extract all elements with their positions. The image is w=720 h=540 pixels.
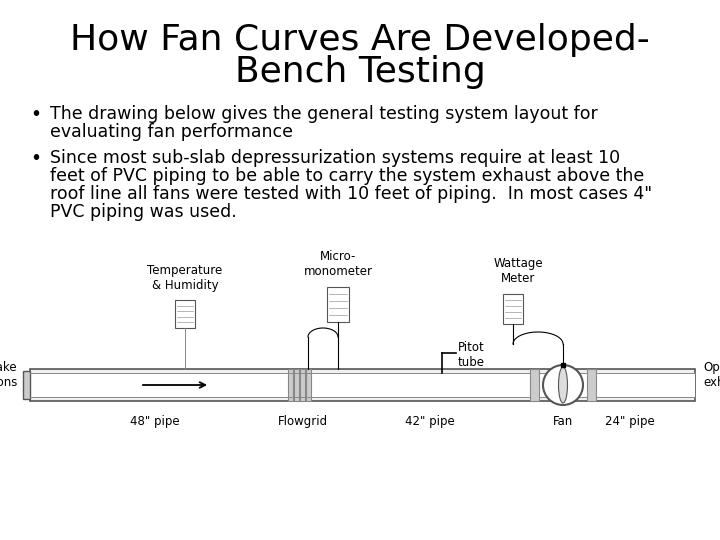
FancyBboxPatch shape bbox=[503, 294, 523, 324]
Text: PVC piping was used.: PVC piping was used. bbox=[50, 203, 237, 221]
Text: Wattage
Meter: Wattage Meter bbox=[493, 257, 543, 285]
Bar bbox=[288, 369, 293, 401]
Text: Bench Testing: Bench Testing bbox=[235, 55, 485, 89]
Bar bbox=[306, 369, 311, 401]
Circle shape bbox=[543, 365, 583, 405]
Bar bbox=[30, 369, 695, 401]
Text: 42" pipe: 42" pipe bbox=[405, 415, 455, 428]
Bar bbox=[294, 369, 299, 401]
Text: 24" pipe: 24" pipe bbox=[605, 415, 655, 428]
FancyBboxPatch shape bbox=[327, 287, 349, 321]
Text: Intake
Restrictions: Intake Restrictions bbox=[0, 361, 18, 389]
Text: roof line all fans were tested with 10 feet of piping.  In most cases 4": roof line all fans were tested with 10 f… bbox=[50, 185, 652, 203]
Text: Micro-
monometer: Micro- monometer bbox=[304, 250, 372, 278]
Text: Since most sub-slab depressurization systems require at least 10: Since most sub-slab depressurization sys… bbox=[50, 149, 620, 167]
Text: Temperature
& Humidity: Temperature & Humidity bbox=[148, 264, 222, 292]
Text: 48" pipe: 48" pipe bbox=[130, 415, 180, 428]
Text: Fan: Fan bbox=[553, 415, 573, 428]
Text: •: • bbox=[30, 105, 41, 124]
Text: Flowgrid: Flowgrid bbox=[278, 415, 328, 428]
Text: •: • bbox=[30, 149, 41, 168]
Text: evaluating fan performance: evaluating fan performance bbox=[50, 123, 293, 141]
Ellipse shape bbox=[559, 367, 567, 403]
Bar bbox=[300, 369, 305, 401]
Bar bbox=[30, 373, 695, 397]
Text: Open
exhaust: Open exhaust bbox=[703, 361, 720, 389]
FancyBboxPatch shape bbox=[175, 300, 195, 328]
Bar bbox=[530, 369, 539, 401]
Text: feet of PVC piping to be able to carry the system exhaust above the: feet of PVC piping to be able to carry t… bbox=[50, 167, 644, 185]
Text: The drawing below gives the general testing system layout for: The drawing below gives the general test… bbox=[50, 105, 598, 123]
Text: How Fan Curves Are Developed-: How Fan Curves Are Developed- bbox=[70, 23, 650, 57]
Bar bbox=[23, 371, 30, 399]
Text: Pitot
tube: Pitot tube bbox=[458, 341, 485, 369]
Bar bbox=[587, 369, 596, 401]
